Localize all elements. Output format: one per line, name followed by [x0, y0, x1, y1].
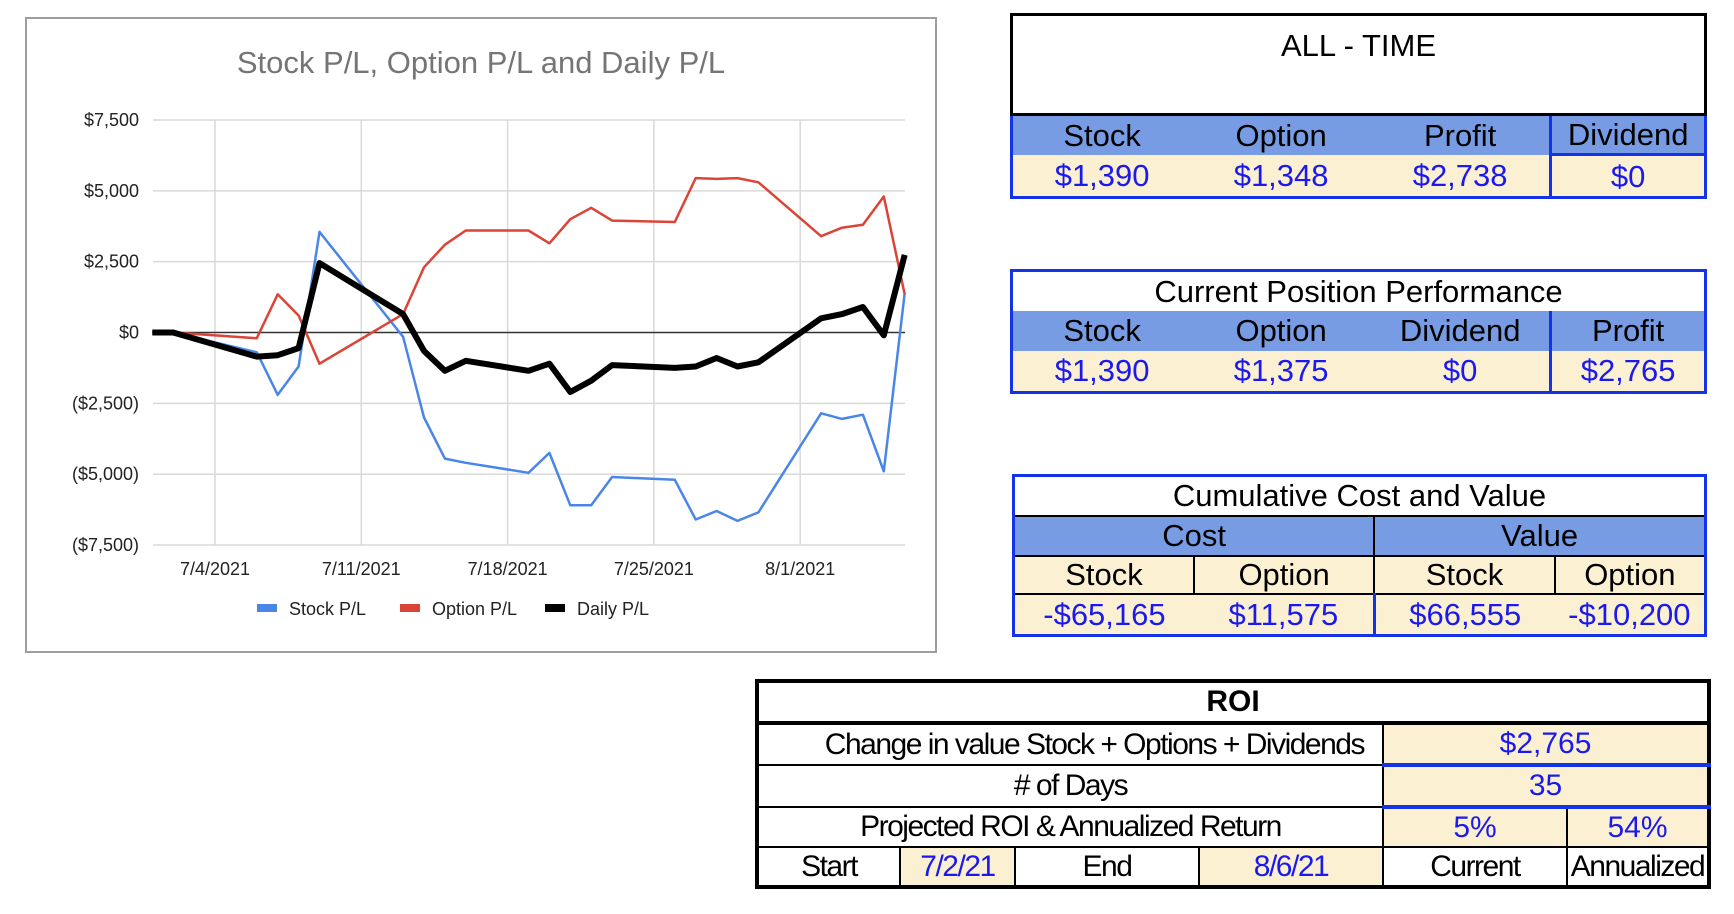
projected-label: Projected ROI & Annualized Return [757, 807, 1384, 848]
current-position-title: Current Position Performance [1154, 273, 1563, 309]
value-profit: $2,765 [1550, 350, 1706, 393]
change-label-text: Change in value Stock + Options + Divide… [824, 727, 1366, 761]
legend-label: Daily P/L [577, 599, 649, 619]
current-roi-value: 5% [1383, 807, 1568, 848]
value-cost-option: $11,575 [1193, 593, 1376, 636]
group-value: Value [1374, 515, 1706, 556]
header-value-stock: Stock [1373, 554, 1556, 595]
value-value-stock: $66,555 [1374, 593, 1555, 636]
value-dividend: $0 [1549, 153, 1707, 199]
header-option: Option [1191, 310, 1371, 351]
x-tick-label: 8/1/2021 [765, 559, 835, 579]
legend-swatch [257, 604, 277, 612]
value-stock: $1,390 [1011, 350, 1192, 393]
legend-swatch [545, 604, 565, 612]
series-line-daily-p-l [152, 254, 908, 395]
header-cost-stock: Stock [1013, 554, 1195, 595]
header-profit: Profit [1371, 114, 1553, 155]
days-value: 35 [1383, 765, 1711, 809]
cumulative-cost-value-table: Cumulative Cost and Value Cost Value Sto… [1012, 474, 1707, 637]
roi-table: ROI Change in value Stock + Options + Di… [755, 679, 1712, 889]
group-cost: Cost [1013, 515, 1376, 556]
chart-canvas: Stock P/L, Option P/L and Daily P/L 7/4/2… [72, 45, 908, 619]
change-value: $2,765 [1383, 723, 1711, 767]
y-tick-label: $5,000 [84, 181, 139, 201]
current-label: Current [1383, 847, 1568, 887]
header-value-option: Option [1553, 554, 1706, 595]
value-value-option: -$10,200 [1554, 593, 1706, 636]
header-stock: Stock [1011, 310, 1192, 351]
header-option: Option [1191, 114, 1371, 155]
value-profit: $2,738 [1371, 154, 1553, 199]
all-time-title: ALL - TIME [1010, 13, 1707, 116]
x-tick-label: 7/4/2021 [180, 559, 250, 579]
value-dividend: $0 [1371, 350, 1553, 393]
header-dividend: Dividend [1371, 310, 1553, 351]
x-tick-label: 7/11/2021 [322, 559, 401, 579]
header-stock: Stock [1010, 114, 1192, 155]
y-tick-label: $0 [119, 323, 139, 343]
value-option: $1,375 [1191, 350, 1371, 393]
end-label: End [1015, 847, 1200, 887]
series-line-stock-p-l [152, 230, 906, 523]
legend-swatch [400, 604, 420, 612]
annualized-roi-value: 54% [1567, 807, 1710, 848]
value-option: $1,348 [1191, 154, 1371, 199]
roi-title: ROI [757, 681, 1710, 725]
legend-label: Stock P/L [289, 599, 366, 619]
series-line-option-p-l [152, 176, 906, 365]
value-cost-stock: -$65,165 [1013, 593, 1194, 636]
y-tick-label: ($2,500) [72, 393, 139, 413]
legend-label: Option P/L [432, 599, 517, 619]
days-label: # of Days [757, 765, 1384, 808]
header-cost-option: Option [1192, 554, 1376, 595]
y-tick-label: ($7,500) [72, 535, 139, 555]
header-profit: Profit [1550, 310, 1706, 351]
annualized-label: Annualized [1570, 849, 1706, 883]
pl-line-chart: Stock P/L, Option P/L and Daily P/L 7/4/2… [25, 17, 937, 653]
cumulative-title: Cumulative Cost and Value [1013, 475, 1706, 517]
start-date: 7/2/21 [900, 847, 1016, 887]
all-time-table: ALL - TIME Stock Option Profit Dividend … [1010, 13, 1707, 199]
change-label: Change in value Stock + Options + Divide… [757, 723, 1384, 766]
y-tick-label: $2,500 [84, 252, 139, 272]
header-dividend: Dividend [1550, 114, 1707, 155]
x-tick-label: 7/18/2021 [468, 559, 548, 579]
start-label: Start [757, 847, 901, 887]
end-date: 8/6/21 [1199, 847, 1384, 887]
y-tick-label: ($5,000) [72, 464, 139, 484]
y-tick-label: $7,500 [84, 110, 139, 130]
x-tick-label: 7/25/2021 [614, 559, 694, 579]
value-stock: $1,390 [1010, 154, 1192, 199]
current-position-table: Current Position Performance Stock Optio… [1010, 269, 1707, 394]
chart-title: Stock P/L, Option P/L and Daily P/L [237, 45, 725, 80]
